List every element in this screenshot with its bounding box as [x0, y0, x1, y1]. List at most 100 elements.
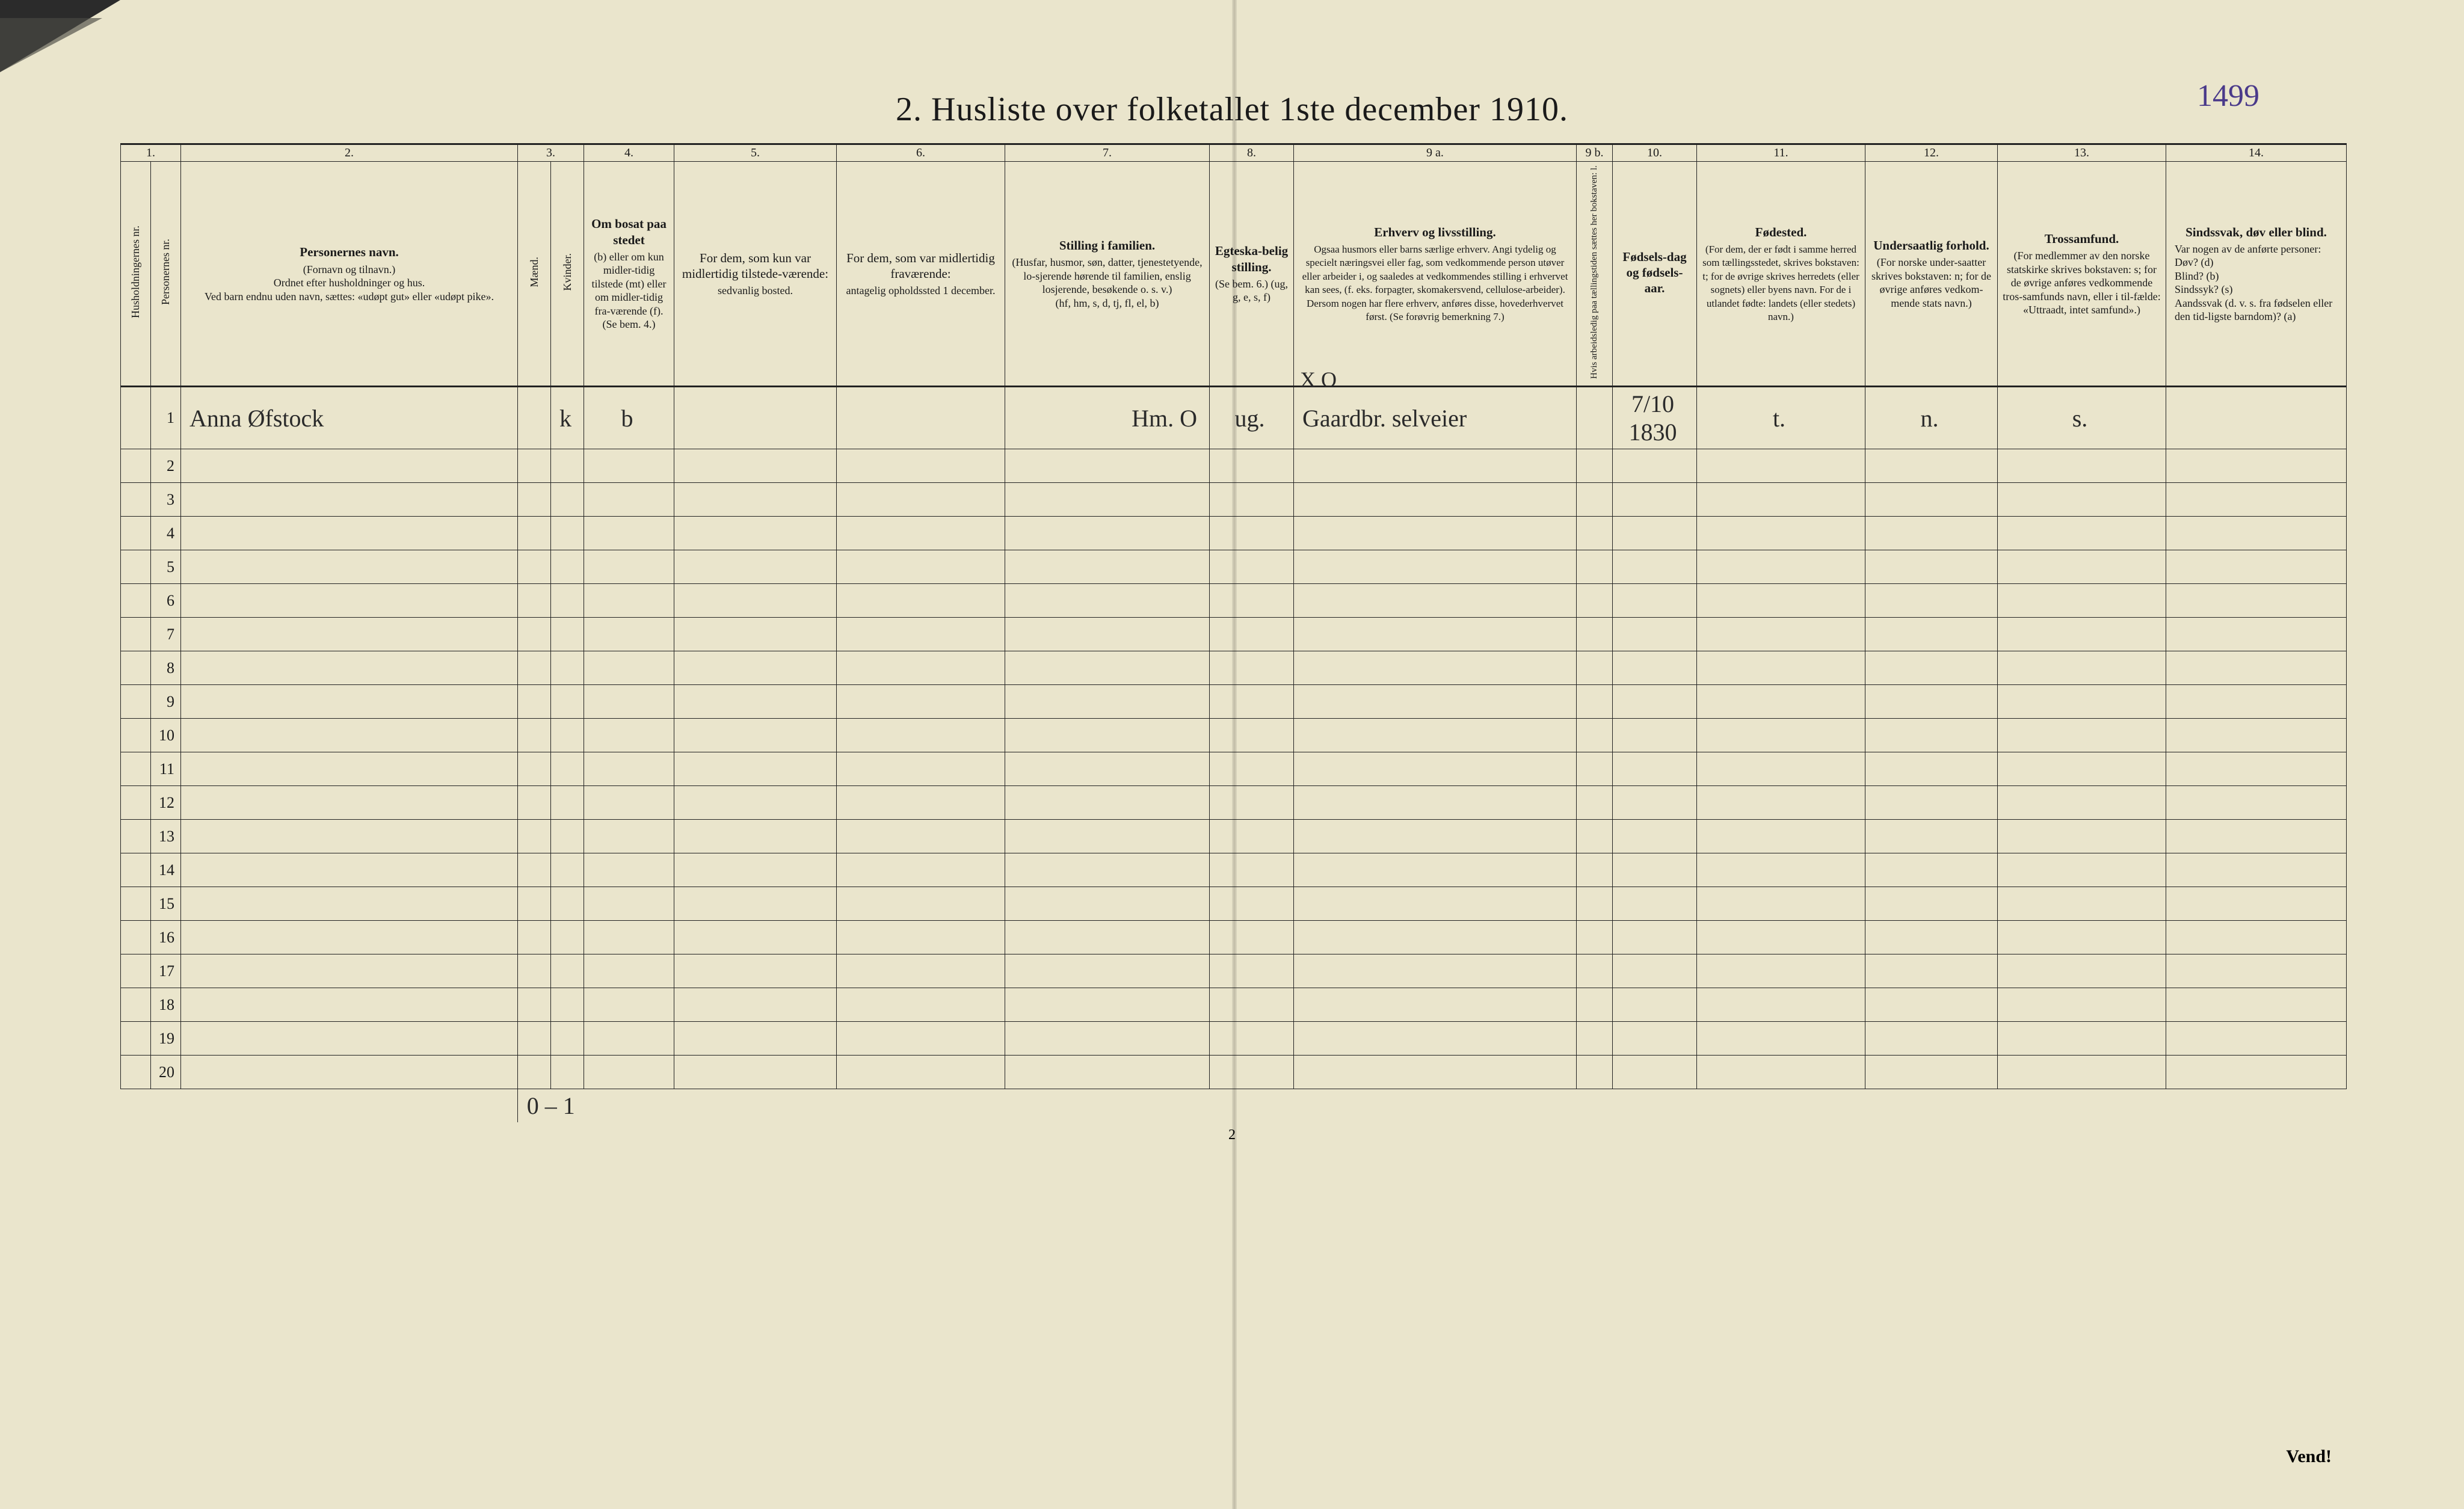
- cell-bosat: [584, 517, 674, 550]
- cell-household-nr: [121, 820, 151, 853]
- table-row: 10: [121, 719, 2347, 752]
- cell-bosat: [584, 1056, 674, 1089]
- cell-egteskab: [1210, 517, 1294, 550]
- cell-fodselsdag: [1613, 988, 1697, 1022]
- cell-sex-m: [518, 483, 551, 517]
- cell-sex-k: [551, 517, 584, 550]
- cell-fodested: [1697, 550, 1865, 584]
- cell-trossamfund: [1998, 954, 2166, 988]
- cell-bosat: [584, 449, 674, 483]
- cell-midl-tilstede: [674, 550, 837, 584]
- cell-name: [181, 820, 518, 853]
- cell-erhverv: Gaardbr. selveierX O: [1294, 387, 1577, 449]
- cell-fodselsdag: [1613, 921, 1697, 954]
- cell-arbeidsledig: [1577, 988, 1613, 1022]
- cell-fodested: [1697, 853, 1865, 887]
- cell-undersaat: [1865, 719, 1998, 752]
- hdr-midl-fravaer: For dem, som var midlertidig fraværende:…: [837, 162, 1005, 387]
- cell-stilling-familien: [1005, 921, 1210, 954]
- cell-name: [181, 1022, 518, 1056]
- cell-erhverv: [1294, 1022, 1577, 1056]
- cell-stilling-familien: [1005, 887, 1210, 921]
- colnum-12: 12.: [1865, 144, 1998, 162]
- cell-midl-fravaer: [837, 483, 1005, 517]
- cell-household-nr: [121, 1022, 151, 1056]
- cell-household-nr: [121, 618, 151, 651]
- cell-bosat: [584, 651, 674, 685]
- cell-fodselsdag: [1613, 584, 1697, 618]
- cell-trossamfund: [1998, 719, 2166, 752]
- cell-person-nr: 13: [151, 820, 181, 853]
- table-row: 3: [121, 483, 2347, 517]
- hdr-egteskab: Egteska-belig stilling. (Se bem. 6.) (ug…: [1210, 162, 1294, 387]
- cell-person-nr: 6: [151, 584, 181, 618]
- cell-bosat: [584, 685, 674, 719]
- cell-midl-fravaer: [837, 719, 1005, 752]
- cell-name: [181, 651, 518, 685]
- cell-name: [181, 449, 518, 483]
- cell-sindssvak: [2166, 1056, 2347, 1089]
- cell-person-nr: 17: [151, 954, 181, 988]
- cell-fodselsdag: [1613, 618, 1697, 651]
- cell-household-nr: [121, 550, 151, 584]
- cell-sindssvak: [2166, 820, 2347, 853]
- table-row: 17: [121, 954, 2347, 988]
- cell-erhverv: [1294, 651, 1577, 685]
- cell-undersaat: [1865, 449, 1998, 483]
- cell-sex-m: [518, 550, 551, 584]
- cell-name: [181, 1056, 518, 1089]
- cell-undersaat: [1865, 853, 1998, 887]
- colnum-2: 2.: [181, 144, 518, 162]
- cell-sex-k: [551, 685, 584, 719]
- cell-undersaat: [1865, 550, 1998, 584]
- cell-undersaat: [1865, 517, 1998, 550]
- colnum-13: 13.: [1998, 144, 2166, 162]
- cell-midl-tilstede: [674, 483, 837, 517]
- cell-midl-fravaer: [837, 584, 1005, 618]
- cell-egteskab: [1210, 988, 1294, 1022]
- cell-erhverv: [1294, 584, 1577, 618]
- cell-midl-fravaer: [837, 887, 1005, 921]
- cell-sindssvak: [2166, 618, 2347, 651]
- cell-midl-tilstede: [674, 449, 837, 483]
- cell-stilling-familien: [1005, 988, 1210, 1022]
- cell-erhverv: [1294, 517, 1577, 550]
- cell-fodselsdag: [1613, 517, 1697, 550]
- cell-name: [181, 786, 518, 820]
- cell-egteskab: [1210, 651, 1294, 685]
- cell-sex-m: [518, 517, 551, 550]
- cell-fodselsdag: [1613, 1022, 1697, 1056]
- hdr-sex-m: Mænd.: [518, 162, 551, 387]
- table-row: 13: [121, 820, 2347, 853]
- cell-name: [181, 988, 518, 1022]
- cell-sex-m: [518, 887, 551, 921]
- cell-sex-m: [518, 820, 551, 853]
- cell-household-nr: [121, 752, 151, 786]
- cell-midl-tilstede: [674, 887, 837, 921]
- cell-arbeidsledig: [1577, 1022, 1613, 1056]
- cell-bosat: [584, 719, 674, 752]
- cell-midl-fravaer: [837, 988, 1005, 1022]
- cell-undersaat: [1865, 988, 1998, 1022]
- cell-household-nr: [121, 483, 151, 517]
- cell-egteskab: [1210, 853, 1294, 887]
- cell-person-nr: 16: [151, 921, 181, 954]
- colnum-9b: 9 b.: [1577, 144, 1613, 162]
- cell-bosat: [584, 752, 674, 786]
- cell-midl-fravaer: [837, 651, 1005, 685]
- cell-fodested: [1697, 618, 1865, 651]
- table-row: 5: [121, 550, 2347, 584]
- colnum-7: 7.: [1005, 144, 1210, 162]
- cell-midl-tilstede: [674, 921, 837, 954]
- cell-trossamfund: [1998, 584, 2166, 618]
- cell-sex-k: [551, 550, 584, 584]
- cell-arbeidsledig: [1577, 1056, 1613, 1089]
- cell-undersaat: [1865, 954, 1998, 988]
- cell-person-nr: 9: [151, 685, 181, 719]
- cell-sex-k: [551, 988, 584, 1022]
- cell-midl-tilstede: [674, 1056, 837, 1089]
- cell-trossamfund: [1998, 988, 2166, 1022]
- cell-sex-m: [518, 988, 551, 1022]
- table-row: 19: [121, 1022, 2347, 1056]
- cell-household-nr: [121, 887, 151, 921]
